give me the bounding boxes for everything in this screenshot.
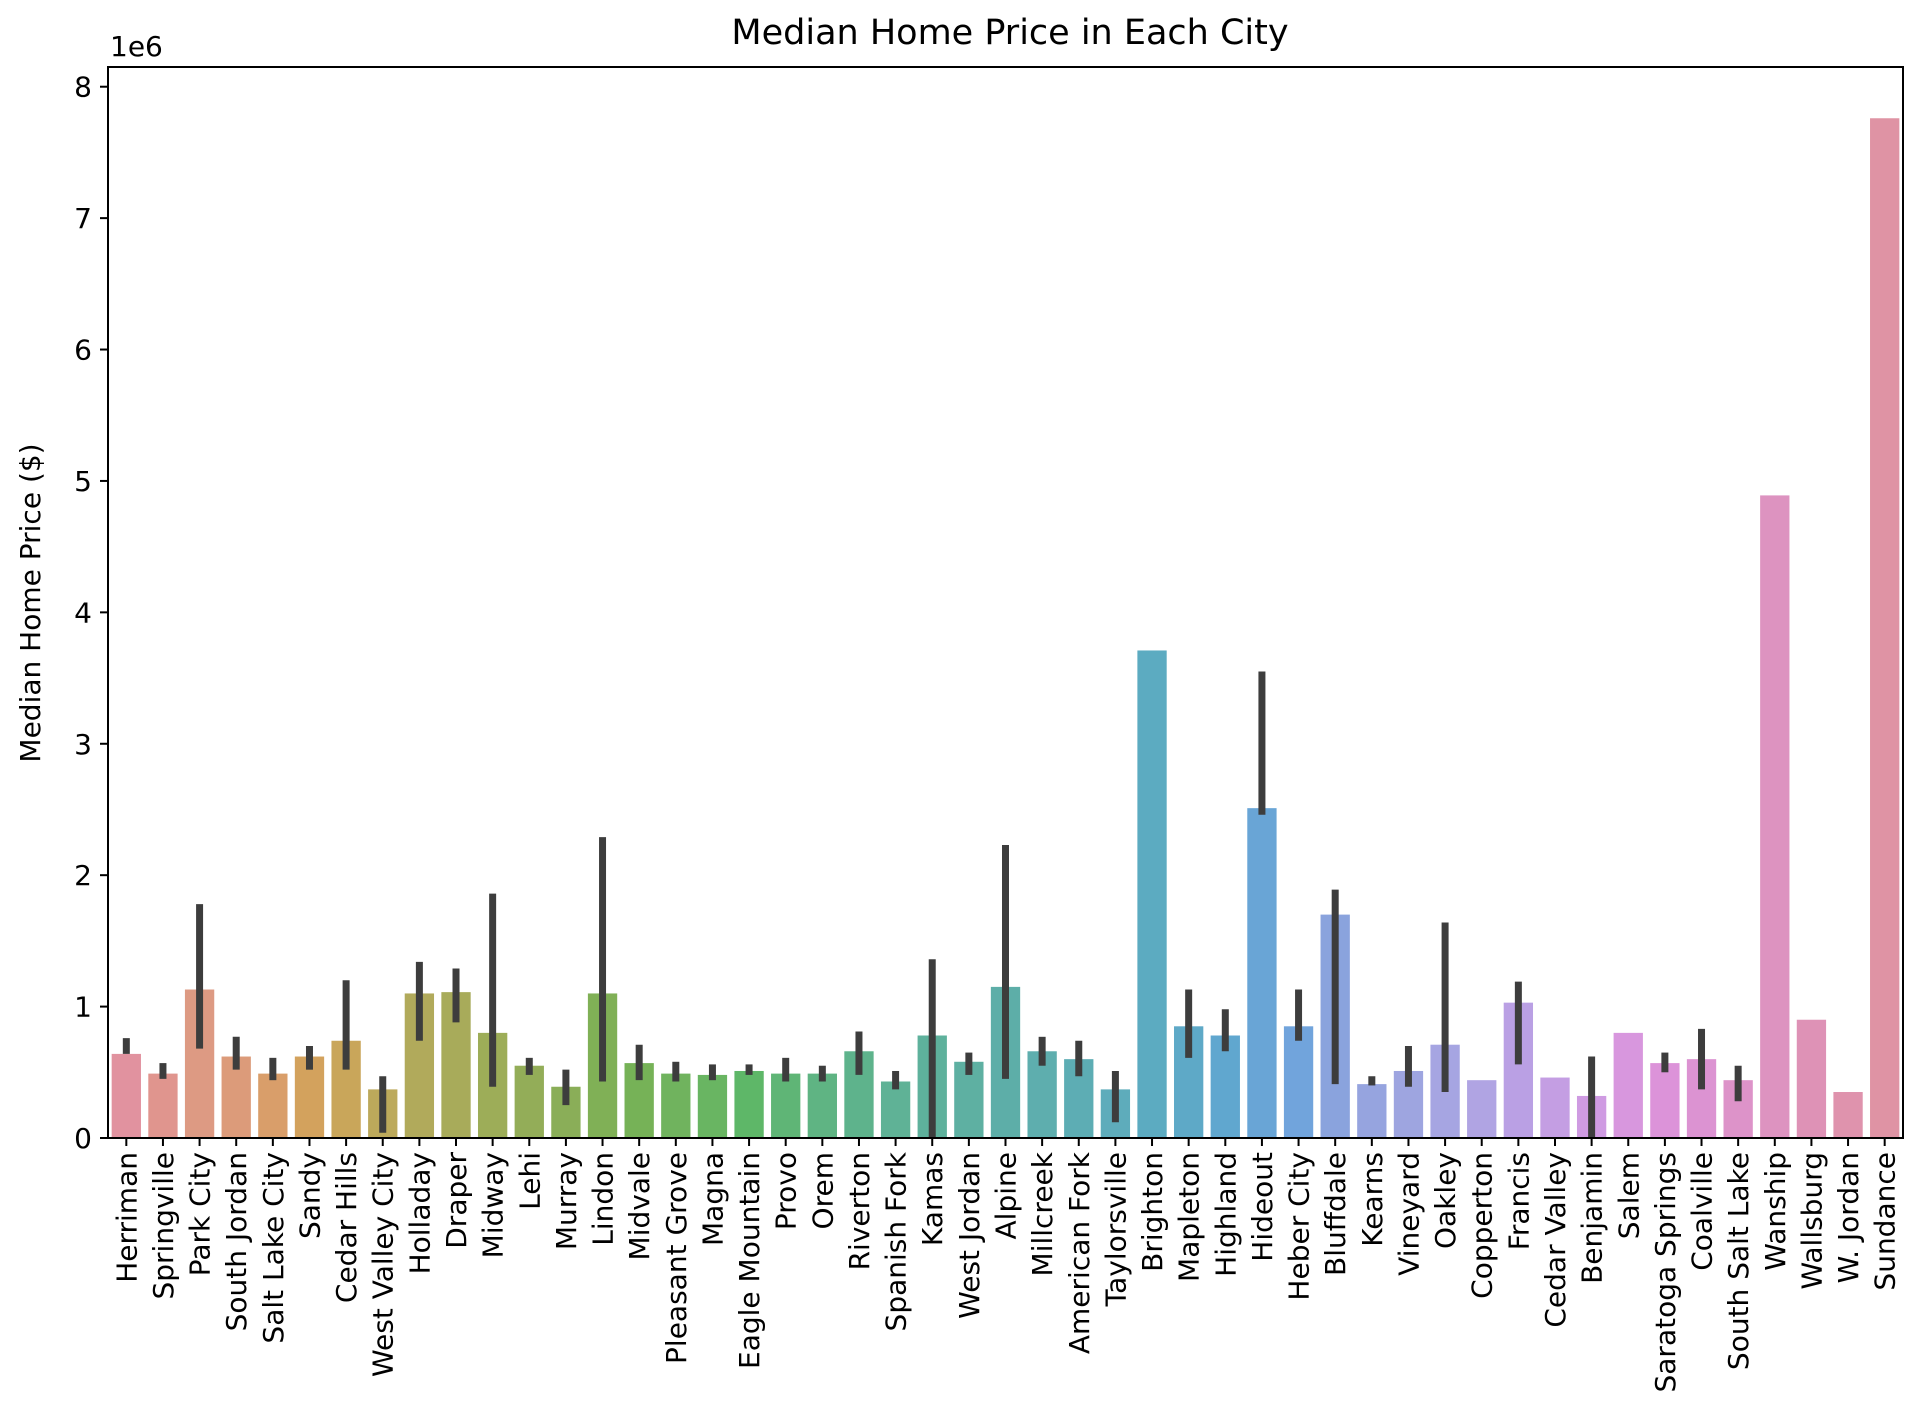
x-tick-label: Herriman xyxy=(110,1152,143,1283)
x-tick-label: Vineyard xyxy=(1392,1152,1425,1276)
x-tick-label: Cedar Hills xyxy=(330,1152,363,1303)
bar xyxy=(807,1073,837,1138)
bar xyxy=(1247,808,1277,1138)
y-tick-label: 6 xyxy=(74,334,92,367)
bar xyxy=(1357,1084,1387,1138)
y-tick-label: 4 xyxy=(74,596,92,629)
x-tick-label: Riverton xyxy=(843,1152,876,1270)
bar xyxy=(734,1070,764,1138)
bar xyxy=(1540,1077,1570,1138)
y-tick-label: 7 xyxy=(74,202,92,235)
y-tick-label: 3 xyxy=(74,728,92,761)
chart-title: Median Home Price in Each City xyxy=(731,13,1288,53)
x-tick-label: West Valley City xyxy=(367,1152,400,1377)
x-tick-label: Midvale xyxy=(623,1152,656,1260)
x-tick-label: Draper xyxy=(440,1152,473,1249)
x-tick-label: Kearns xyxy=(1356,1152,1389,1247)
bar xyxy=(1760,495,1790,1138)
x-tick-label: Holladay xyxy=(403,1152,436,1274)
x-tick-label: Francis xyxy=(1502,1152,1535,1250)
x-tick-label: Millcreek xyxy=(1026,1151,1059,1276)
x-tick-label: Springville xyxy=(147,1152,180,1300)
x-tick-label: Orem xyxy=(806,1152,839,1229)
bar xyxy=(697,1074,728,1138)
x-tick-label: Hideout xyxy=(1246,1152,1279,1262)
x-tick-label: Magna xyxy=(696,1152,729,1246)
error-bars-group xyxy=(122,671,1742,1138)
x-tick-label: Mapleton xyxy=(1173,1152,1206,1282)
y-axis-scale-label: 1e6 xyxy=(110,30,163,63)
bar xyxy=(1796,1019,1827,1138)
y-axis-label: Median Home Price ($) xyxy=(14,443,47,762)
bar xyxy=(1613,1032,1643,1138)
x-tick-label: Murray xyxy=(550,1152,583,1250)
x-tick-label: Bluffdale xyxy=(1319,1152,1352,1276)
x-tick-label: American Fork xyxy=(1063,1151,1096,1354)
x-tick-label: Midway xyxy=(477,1152,510,1258)
x-tick-label: Lehi xyxy=(513,1152,546,1210)
bar xyxy=(148,1073,178,1138)
bar xyxy=(1283,1026,1314,1138)
bar xyxy=(111,1053,141,1138)
x-tick-label: Alpine xyxy=(990,1152,1023,1239)
y-tick-label: 1 xyxy=(74,991,92,1024)
x-tick-label: Cedar Valley xyxy=(1539,1152,1572,1328)
y-tick-label: 8 xyxy=(74,71,92,104)
x-tick-label: Sandy xyxy=(293,1152,326,1239)
x-tick-label: Salem xyxy=(1612,1152,1645,1239)
x-tick-label: Highland xyxy=(1209,1152,1242,1277)
y-tick-label: 0 xyxy=(74,1122,92,1155)
bar xyxy=(1870,118,1900,1138)
bar xyxy=(514,1065,544,1138)
x-tick-label: South Jordan xyxy=(220,1152,253,1331)
x-tick-label: Provo xyxy=(770,1152,803,1230)
bar xyxy=(1833,1092,1863,1138)
plot-frame xyxy=(107,66,1904,1139)
x-tick-label: Pleasant Grove xyxy=(660,1152,693,1364)
x-tick-label: South Salt Lake xyxy=(1722,1152,1755,1370)
x-tick-label: Coalville xyxy=(1686,1152,1719,1271)
x-axis: Herriman Springville Park City South Jordan… xyxy=(110,1138,1902,1393)
x-tick-label: Park City xyxy=(184,1152,217,1276)
x-tick-label: Kamas xyxy=(916,1152,949,1246)
x-tick-label: West Jordan xyxy=(953,1152,986,1319)
bar xyxy=(1137,650,1167,1138)
bar xyxy=(771,1073,801,1138)
x-tick-label: Brighton xyxy=(1136,1152,1169,1272)
x-tick-label: Taylorsville xyxy=(1099,1152,1132,1307)
x-tick-label: Spanish Fork xyxy=(880,1151,913,1331)
bar xyxy=(221,1056,251,1138)
x-tick-label: Wallsburg xyxy=(1795,1152,1828,1290)
bar xyxy=(880,1081,911,1138)
bar xyxy=(258,1073,288,1138)
x-tick-label: Benjamin xyxy=(1576,1152,1609,1284)
x-tick-label: W. Jordan xyxy=(1832,1152,1865,1283)
x-tick-label: Saratoga Springs xyxy=(1649,1152,1682,1393)
x-tick-label: Heber City xyxy=(1283,1152,1316,1301)
bar xyxy=(661,1073,691,1138)
bar xyxy=(1650,1063,1680,1138)
y-tick-label: 2 xyxy=(74,859,92,892)
bar xyxy=(1467,1080,1497,1138)
bar xyxy=(294,1056,325,1138)
bar xyxy=(1027,1051,1057,1138)
x-tick-label: Lindon xyxy=(587,1152,620,1246)
x-tick-label: Sundance xyxy=(1869,1152,1902,1291)
x-tick-label: Oakley xyxy=(1429,1152,1462,1249)
x-tick-label: Eagle Mountain xyxy=(733,1152,766,1369)
x-tick-label: Copperton xyxy=(1466,1152,1499,1299)
x-tick-label: Wanship xyxy=(1759,1152,1792,1271)
y-tick-label: 5 xyxy=(74,465,92,498)
x-tick-label: Salt Lake City xyxy=(257,1152,290,1344)
bar xyxy=(1210,1035,1240,1138)
y-axis: 0 1 2 3 4 5 6 7 8 xyxy=(74,71,108,1155)
